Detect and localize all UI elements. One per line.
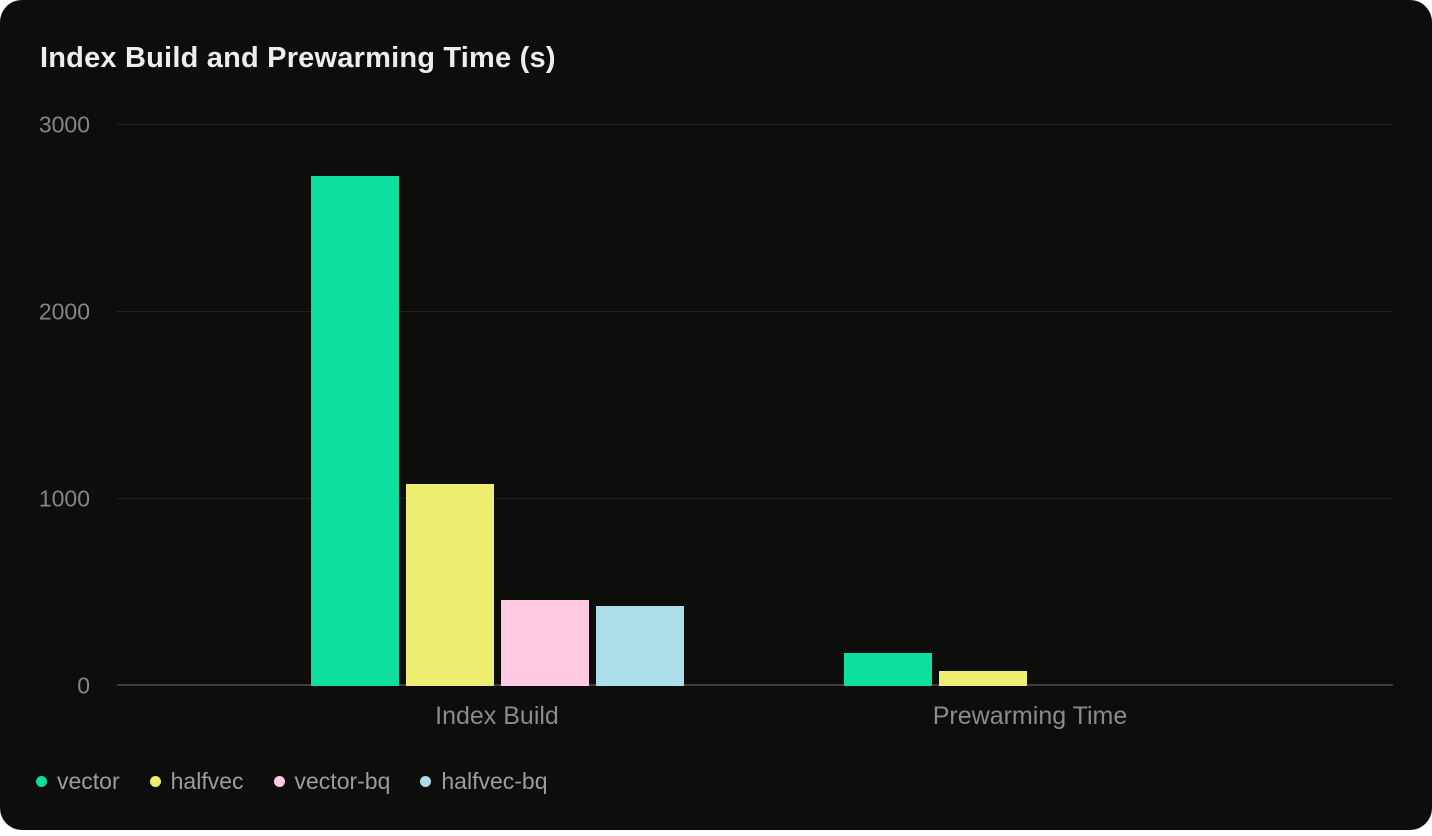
- bar-group-prewarming-time: [843, 125, 1217, 686]
- chart-legend: vector halfvec vector-bq halfvec-bq: [36, 768, 548, 796]
- xtick-label-index-build: Index Build: [435, 702, 559, 730]
- ytick-label-0: 0: [77, 672, 90, 699]
- bar-halfvec-prewarming-time[interactable]: [938, 671, 1027, 686]
- bar-vector-bq-index-build[interactable]: [500, 599, 589, 686]
- legend-label-vector-bq: vector-bq: [294, 768, 391, 794]
- ytick-label-2000: 2000: [38, 298, 90, 325]
- legend-dot-halfvec-bq: [420, 776, 432, 788]
- gridline-y-1000: [117, 498, 1393, 499]
- gridline-y-3000: [117, 124, 1393, 125]
- legend-dot-halfvec: [149, 776, 161, 788]
- xtick-label-prewarming-time: Prewarming Time: [932, 702, 1128, 730]
- legend-label-vector: vector: [57, 768, 120, 794]
- chart-title: Index Build and Prewarming Time (s): [40, 42, 556, 74]
- legend-dot-vector-bq: [273, 776, 285, 788]
- x-axis-baseline: [117, 684, 1393, 686]
- bar-vector-index-build[interactable]: [310, 175, 399, 686]
- legend-item-halfvec-bq[interactable]: halfvec-bq: [420, 768, 548, 796]
- bar-halfvec-bq-index-build[interactable]: [595, 605, 684, 686]
- legend-label-halfvec: halfvec: [170, 768, 244, 794]
- plot-area: 0 1000 2000 3000 Index Build Prewarming Time: [39, 113, 1393, 730]
- bar-halfvec-index-build[interactable]: [405, 484, 494, 686]
- ytick-label-3000: 3000: [38, 111, 90, 138]
- legend-item-vector-bq[interactable]: vector-bq: [273, 768, 391, 796]
- bar-group-index-build: [310, 125, 684, 686]
- legend-label-halfvec-bq: halfvec-bq: [441, 768, 548, 794]
- ytick-label-1000: 1000: [38, 485, 90, 512]
- gridline-y-2000: [117, 311, 1393, 312]
- legend-item-halfvec[interactable]: halfvec: [149, 768, 244, 796]
- bar-vector-prewarming-time[interactable]: [843, 653, 932, 686]
- legend-dot-vector: [36, 776, 47, 788]
- legend-item-vector[interactable]: vector: [36, 768, 120, 796]
